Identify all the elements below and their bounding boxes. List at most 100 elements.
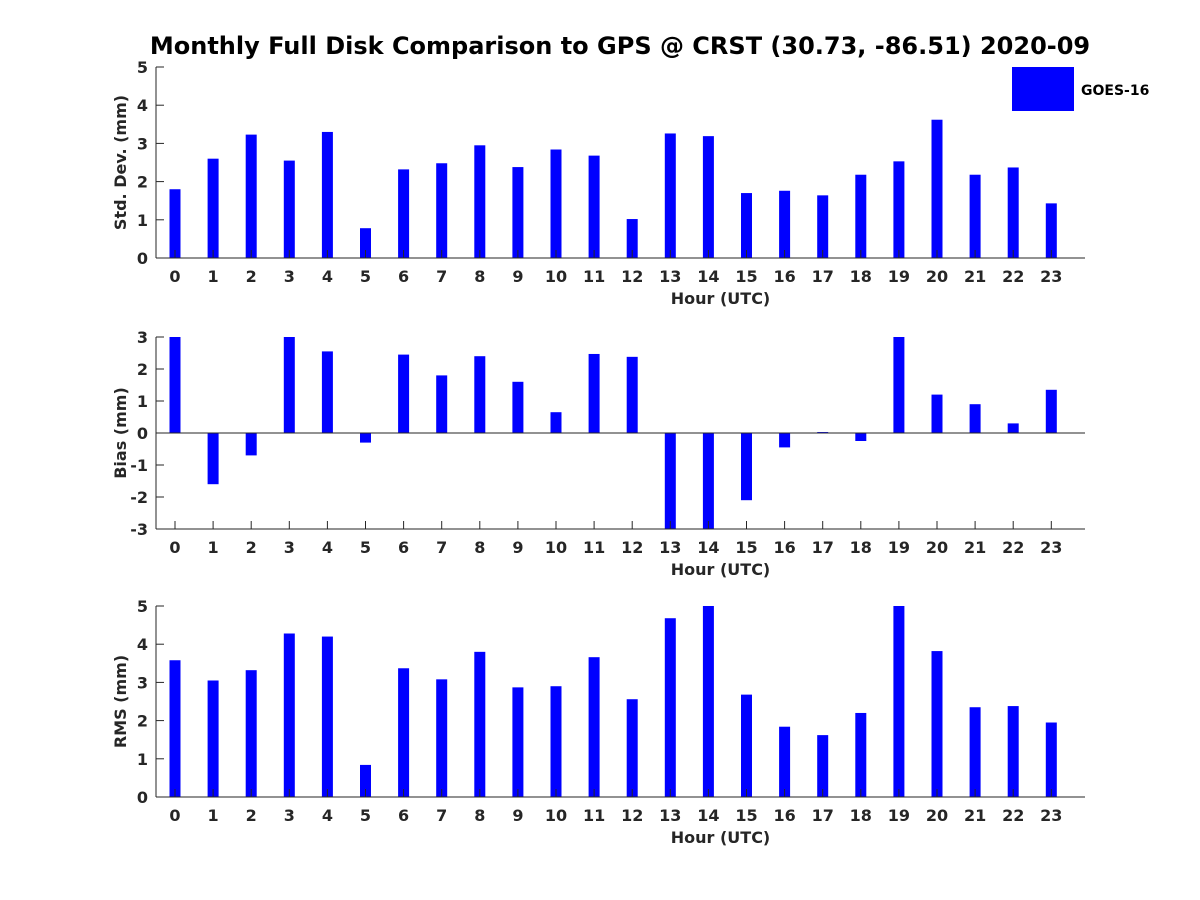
x-tick-label: 0: [169, 267, 180, 286]
bar-hour-5: [360, 764, 371, 797]
bar-hour-15: [741, 193, 752, 258]
y-tick-label: 1: [137, 211, 148, 230]
bar-hour-22: [1007, 423, 1019, 433]
y-tick-label: 3: [137, 673, 148, 692]
x-tick-label: 6: [398, 538, 409, 557]
x-tick-label: 8: [474, 267, 485, 286]
y-tick-label: 1: [137, 750, 148, 769]
bar-hour-2: [245, 670, 257, 797]
y-axis-label: RMS (mm): [111, 655, 130, 748]
bar-hour-5: [360, 433, 371, 443]
x-tick-label: 18: [850, 538, 872, 557]
x-tick-label: 19: [888, 267, 910, 286]
bar-hour-23: [1045, 389, 1057, 433]
bar-hour-14: [702, 136, 714, 258]
x-tick-label: 20: [926, 267, 948, 286]
y-tick-label: -3: [130, 520, 148, 539]
bar-hour-1: [207, 158, 219, 258]
x-tick-label: 21: [964, 806, 986, 825]
bar-hour-23: [1045, 203, 1057, 258]
x-tick-label: 16: [773, 267, 795, 286]
x-tick-label: 15: [735, 806, 757, 825]
x-tick-label: 2: [246, 806, 257, 825]
x-tick-label: 16: [773, 538, 795, 557]
bar-hour-1: [207, 680, 219, 797]
x-tick-label: 17: [812, 806, 834, 825]
bar-hour-20: [931, 651, 943, 797]
x-axis-label: Hour (UTC): [671, 289, 771, 308]
bar-hour-10: [550, 412, 562, 433]
x-tick-label: 17: [812, 267, 834, 286]
x-tick-label: 7: [436, 267, 447, 286]
bar-hour-13: [664, 433, 676, 529]
x-tick-label: 0: [169, 806, 180, 825]
bar-hour-4: [321, 636, 333, 797]
bar-hour-7: [436, 679, 448, 797]
y-tick-label: 5: [137, 58, 148, 77]
x-tick-label: 8: [474, 806, 485, 825]
x-tick-label: 12: [621, 806, 643, 825]
x-tick-label: 23: [1040, 267, 1062, 286]
y-tick-label: 0: [137, 424, 148, 443]
x-tick-label: 21: [964, 538, 986, 557]
bar-hour-15: [741, 433, 752, 501]
y-axis-label: Std. Dev. (mm): [111, 95, 130, 230]
legend-swatch: [1012, 67, 1074, 111]
x-tick-label: 9: [512, 538, 523, 557]
y-axis-label: Bias (mm): [111, 387, 130, 479]
bar-hour-6: [398, 668, 410, 797]
x-tick-label: 12: [621, 267, 643, 286]
x-tick-label: 19: [888, 538, 910, 557]
bar-hour-3: [283, 633, 295, 797]
bar-hour-18: [855, 174, 867, 258]
x-tick-label: 11: [583, 538, 605, 557]
x-tick-label: 13: [659, 267, 681, 286]
x-tick-label: 8: [474, 538, 485, 557]
y-tick-label: 2: [137, 360, 148, 379]
bar-hour-9: [512, 381, 524, 433]
y-tick-label: 0: [137, 788, 148, 807]
y-tick-label: 5: [137, 597, 148, 616]
bar-hour-8: [474, 145, 486, 258]
x-tick-label: 4: [322, 806, 333, 825]
bar-hour-13: [664, 133, 676, 258]
bar-hour-23: [1045, 722, 1057, 797]
x-tick-label: 21: [964, 267, 986, 286]
y-tick-label: -1: [130, 456, 148, 475]
x-tick-label: 10: [545, 538, 567, 557]
bar-hour-19: [893, 337, 905, 433]
y-tick-label: -2: [130, 488, 148, 507]
chart-title: Monthly Full Disk Comparison to GPS @ CR…: [150, 32, 1090, 60]
bar-hour-0: [169, 337, 181, 433]
bar-hour-19: [893, 161, 905, 258]
x-tick-label: 17: [812, 538, 834, 557]
x-tick-label: 5: [360, 538, 371, 557]
x-tick-label: 13: [659, 806, 681, 825]
x-tick-label: 7: [436, 538, 447, 557]
x-tick-label: 9: [512, 806, 523, 825]
bar-hour-13: [664, 618, 676, 797]
bar-hour-20: [931, 394, 943, 433]
x-tick-label: 22: [1002, 538, 1024, 557]
bar-hour-15: [741, 694, 752, 797]
bar-hour-6: [398, 169, 410, 258]
legend: GOES-16: [1012, 67, 1149, 111]
bar-hour-4: [321, 351, 333, 433]
bar-hour-21: [969, 174, 981, 258]
x-tick-label: 1: [208, 267, 219, 286]
bar-hour-16: [779, 190, 791, 258]
y-tick-label: 1: [137, 392, 148, 411]
x-tick-label: 7: [436, 806, 447, 825]
bar-hour-0: [169, 660, 181, 797]
y-tick-label: 4: [137, 96, 148, 115]
x-tick-label: 5: [360, 806, 371, 825]
y-tick-label: 3: [137, 134, 148, 153]
x-tick-label: 1: [208, 806, 219, 825]
bar-hour-18: [855, 433, 867, 441]
x-axis-label: Hour (UTC): [671, 828, 771, 847]
x-tick-label: 18: [850, 806, 872, 825]
x-tick-label: 15: [735, 538, 757, 557]
x-tick-label: 23: [1040, 538, 1062, 557]
